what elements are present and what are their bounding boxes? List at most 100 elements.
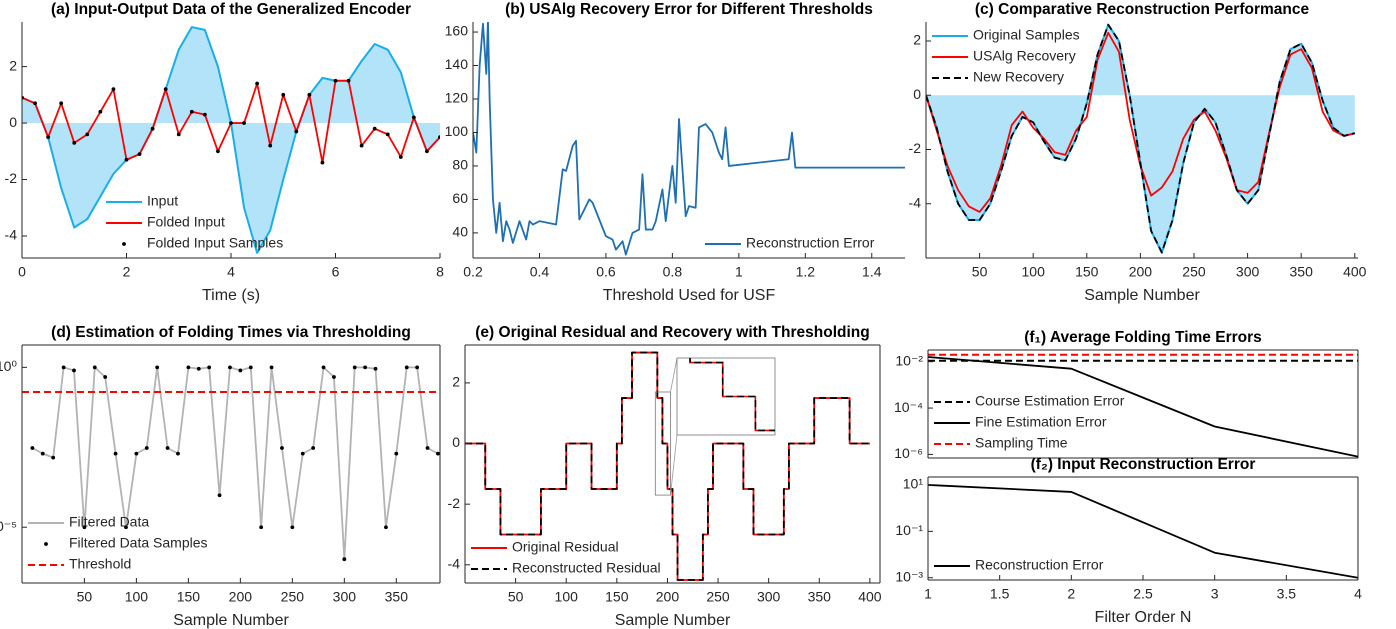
legend-label: Folded Input [147,214,225,230]
sample-dot [352,365,357,370]
sample-dot [207,365,212,370]
x-tick-label: 4 [1354,586,1362,602]
y-tick-label: 40 [452,224,468,240]
legend-label: Reconstruction Error [975,557,1104,573]
sample-dot [82,525,87,530]
sample-dot [321,365,326,370]
sample-dot [294,129,299,134]
y-tick-label: 10¹ [903,476,924,492]
sample-dot [255,81,260,86]
y-tick-label: 2 [913,32,921,48]
sample-dot [137,152,142,157]
sample-dot [46,135,51,140]
sample-dot [165,446,170,450]
sample-dot [111,87,116,92]
sample-dot [92,365,97,370]
sample-dot [281,92,286,97]
sample-dot [238,368,243,373]
x-tick-label: 0.4 [530,264,550,280]
y-tick-label: 100 [445,123,469,139]
sample-dot [268,143,273,148]
x-axis-label: Threshold Used for USF [603,287,776,304]
x-axis-label: Sample Number [173,612,289,629]
y-tick-label: 80 [452,157,468,173]
plot-area [22,26,440,254]
zoom-box [654,391,671,496]
x-tick-label: 0.2 [463,264,483,280]
sample-dot [61,365,66,370]
x-tick-label: 150 [1075,264,1099,280]
x-tick-label: 2.5 [1133,586,1153,602]
sample-dot [33,101,37,106]
sample-dot [259,525,264,530]
sample-dot [176,132,181,137]
sample-dot [346,78,351,83]
y-tick-label: -4 [5,227,18,243]
sample-dot [186,365,191,370]
sample-dot [242,121,246,125]
y-tick-label: 160 [445,23,469,39]
x-tick-label: 100 [555,589,579,605]
legend-label: Threshold [69,556,131,572]
chart-title: (b) USAlg Recovery Error for Different T… [505,1,873,18]
legend-label: Input [147,193,178,209]
x-tick-label: 300 [1236,264,1260,280]
y-tick-label: 140 [445,56,469,72]
sample-dot [150,126,155,131]
x-tick-label: 100 [125,589,149,605]
x-tick-label: 0.8 [663,264,683,280]
sample-dot [85,132,90,137]
sample-dot [163,87,168,92]
series-line [465,351,870,581]
y-tick-label: 0 [452,434,460,450]
x-tick-label: 3 [1211,586,1219,602]
x-tick-label: 0.6 [596,264,616,280]
x-tick-label: 350 [1290,264,1314,280]
x-tick-label: 50 [972,264,988,280]
x-tick-label: 150 [605,589,629,605]
sample-dot [333,78,338,83]
sample-dot [300,451,305,456]
sample-dot [307,92,312,97]
sample-dot [438,135,440,140]
sample-dot [72,368,76,373]
sample-dot [320,160,325,165]
sample-dot [40,451,45,456]
x-tick-label: 4 [227,264,235,280]
sample-dot [385,132,390,137]
zoom-connector [670,357,678,393]
y-tick-label: -2 [5,170,18,186]
x-tick-label: 1 [735,264,743,280]
sample-dot [103,375,108,379]
sample-dot [155,365,160,370]
sample-dot [113,451,118,456]
y-tick-label: 10⁻¹ [895,522,923,538]
sample-dot [124,157,129,162]
y-tick-label: 10⁻² [895,352,923,368]
sample-dot [373,366,378,371]
legend-label: Original Residual [512,539,619,555]
plot-area [22,365,440,562]
x-tick-label: 6 [332,264,340,280]
sample-dot [30,446,35,450]
sample-dot [98,109,103,114]
x-tick-label: 1.2 [796,264,816,280]
sample-dot [134,451,139,456]
x-tick-label: 1 [924,586,932,602]
x-tick-label: 50 [508,589,524,605]
x-tick-label: 0 [18,264,26,280]
y-tick-label: 10⁻⁶ [894,445,923,461]
x-tick-label: 8 [436,264,444,280]
y-tick-label: 10⁻³ [895,568,923,584]
y-tick-label: 2 [9,57,17,73]
x-axis-label: Filter Order N [1095,609,1192,626]
legend-label: Filtered Data Samples [69,535,208,551]
y-tick-label: 10⁰ [0,358,17,374]
y-tick-label: -2 [448,495,461,511]
sample-dot [398,155,403,159]
sample-dot [425,149,429,154]
y-tick-label: 10⁻⁴ [894,399,923,415]
y-tick-label: -4 [909,194,922,210]
x-tick-label: 2 [123,264,131,280]
x-axis-label: Time (s) [202,287,260,304]
